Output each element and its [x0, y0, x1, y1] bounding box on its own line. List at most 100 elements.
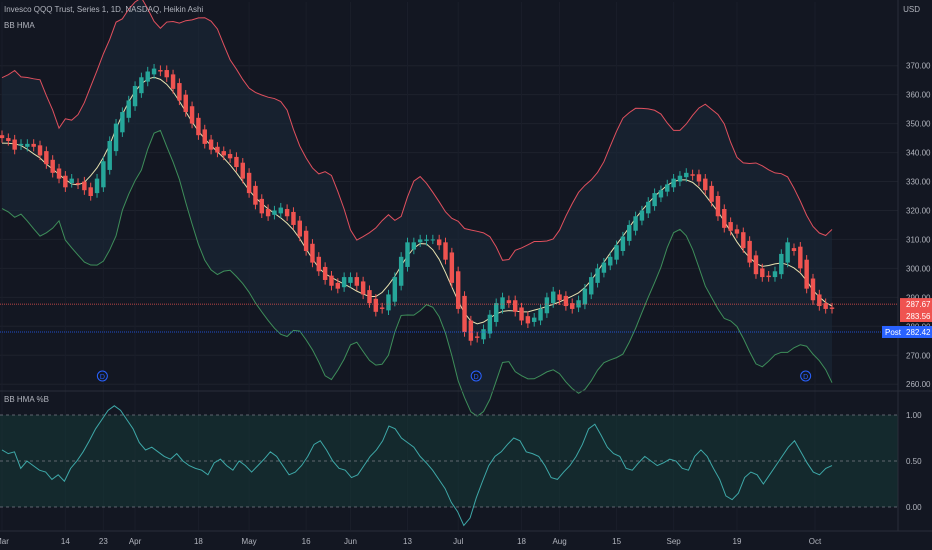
candle-body	[519, 307, 524, 321]
candle-body	[570, 303, 575, 309]
candle-body	[31, 143, 36, 147]
candle-body	[215, 146, 220, 153]
candle-body	[208, 139, 214, 150]
candle-body	[139, 77, 144, 94]
candle-body	[151, 68, 157, 75]
price-labels: D D D 287.67 283.56 Post 282.42	[0, 298, 932, 382]
y-tick-label: 340.00	[906, 149, 931, 158]
candle-body	[354, 277, 360, 286]
candle-body	[652, 193, 657, 207]
y-tick-label: 320.00	[906, 206, 931, 215]
pctb-tick-label: 0.50	[906, 457, 922, 466]
candle-body	[582, 288, 588, 305]
y-tick-label: 350.00	[906, 120, 931, 129]
dividend-marker	[96, 370, 108, 382]
candle-body	[253, 185, 258, 205]
candle-body	[164, 70, 169, 78]
candle-body	[202, 129, 207, 144]
candle-body	[443, 242, 448, 260]
candle-body	[360, 281, 366, 295]
candle-body	[512, 300, 518, 312]
candle-body	[430, 239, 436, 241]
candle-body	[101, 161, 106, 188]
y-tick-label: 370.00	[906, 62, 931, 71]
post-tag-value: 282.42	[906, 328, 931, 337]
candle-body	[544, 297, 550, 314]
candle-body	[728, 222, 733, 231]
y-tick-label: 270.00	[906, 351, 931, 360]
candle-body	[386, 294, 391, 311]
candle-body	[120, 112, 125, 133]
candle-body	[779, 253, 784, 275]
candle-body	[170, 74, 176, 89]
candle-body	[82, 181, 87, 191]
x-tick-label: 15	[612, 537, 621, 546]
candle-body	[424, 239, 429, 241]
candle-body	[379, 307, 385, 309]
y-tick-label: 290.00	[906, 293, 931, 302]
candle-body	[741, 232, 746, 249]
candle-body	[829, 307, 835, 309]
candle-body	[747, 240, 752, 263]
dividend-label: D	[803, 374, 808, 381]
candle-body	[481, 329, 486, 340]
candle-body	[310, 243, 315, 263]
candle-body	[589, 277, 594, 295]
candle-body	[405, 242, 410, 267]
candle-body	[595, 268, 600, 283]
candle-body	[234, 156, 239, 168]
candle-body	[291, 211, 296, 225]
currency-label: USD	[903, 5, 920, 14]
candle-body	[753, 255, 759, 275]
band-fill	[2, 0, 832, 417]
candle-body	[810, 278, 816, 301]
candle-body	[608, 256, 613, 266]
candle-body	[538, 308, 543, 321]
x-tick-label: Jul	[453, 537, 463, 546]
candle-body	[791, 248, 797, 252]
candle-body	[18, 143, 24, 146]
price-tag-upper: 287.67	[906, 300, 931, 309]
price-tag-lower: 283.56	[906, 312, 931, 321]
x-tick-label: 18	[517, 537, 526, 546]
candle-body	[709, 185, 714, 202]
candle-body	[75, 182, 81, 185]
dividend-marker	[800, 370, 812, 382]
lower-band-line	[1, 129, 833, 417]
pctb-tick-label: 0.00	[906, 503, 922, 512]
post-tag-label: Post	[885, 328, 902, 337]
pctb-tick-label: 1.00	[906, 411, 922, 420]
candle-body	[506, 300, 512, 304]
dividend-marker	[470, 370, 482, 382]
candle-body	[417, 239, 423, 243]
candle-body	[6, 138, 11, 141]
candle-body	[259, 198, 264, 214]
candle-body	[722, 209, 727, 228]
y-tick-label: 360.00	[906, 91, 931, 100]
candle-body	[760, 268, 765, 278]
candle-body	[221, 151, 226, 156]
candle-body	[94, 178, 100, 194]
dividend-label: D	[100, 374, 105, 381]
candle-body	[113, 123, 119, 152]
candle-body	[703, 178, 708, 191]
candle-body	[646, 201, 651, 214]
candle-body	[303, 230, 309, 252]
candle-body	[341, 277, 347, 288]
candle-body	[158, 70, 163, 72]
candle-body	[684, 172, 689, 178]
candle-body	[189, 106, 195, 124]
x-tick-label: 18	[194, 537, 203, 546]
candle-body	[272, 210, 277, 215]
candle-body	[227, 154, 233, 159]
x-tick-label: May	[242, 537, 257, 546]
upper-band-line	[1, 0, 833, 261]
candle-body	[671, 178, 676, 188]
pctb-line	[1, 405, 833, 527]
candle-body	[145, 71, 150, 82]
candle-body	[766, 275, 771, 278]
x-tick-label: 16	[302, 537, 311, 546]
x-tick-label: Aug	[552, 537, 566, 546]
pctb-band-fill	[0, 415, 898, 507]
